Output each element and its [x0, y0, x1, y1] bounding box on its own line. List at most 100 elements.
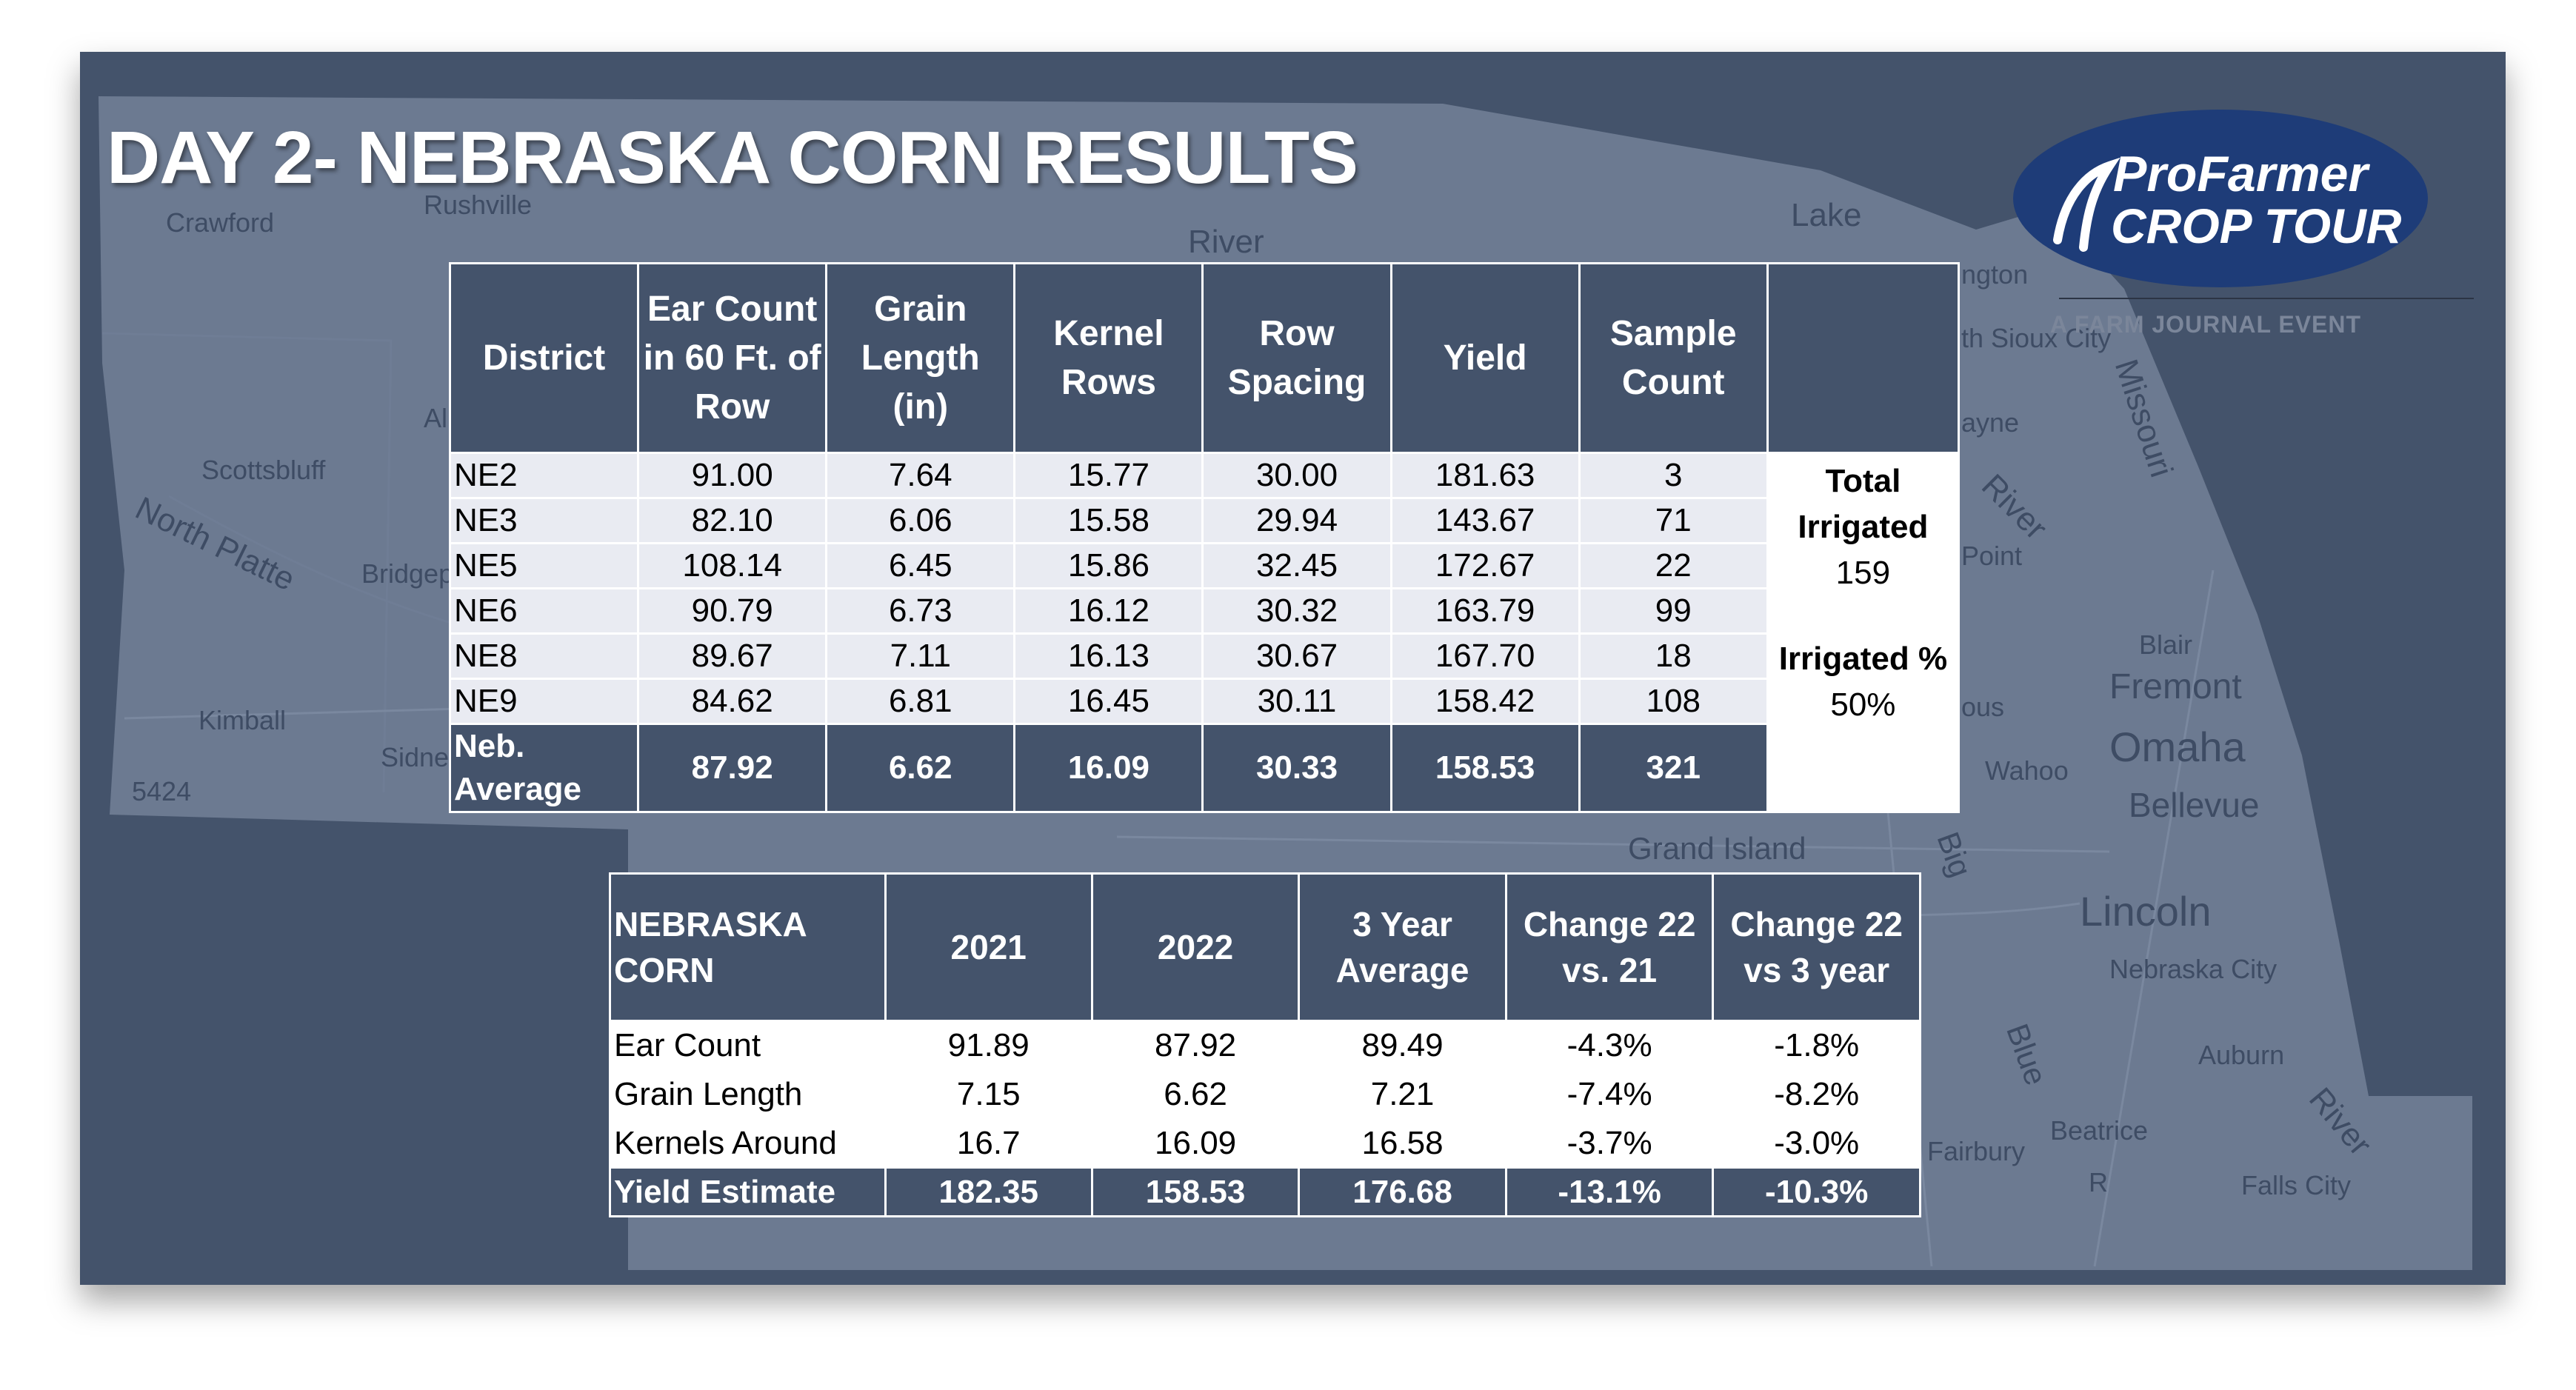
header-district: District — [448, 262, 640, 454]
header-2021: 2021 — [884, 872, 1093, 1022]
total-irrigated-label-2: Irrigated — [1798, 509, 1929, 545]
header-ear-count: Ear Count in 60 Ft. of Row — [637, 262, 828, 454]
map-label-al: Al — [424, 403, 448, 433]
cell-row-spacing: 32.45 — [1201, 542, 1392, 589]
cell-kernel-rows: 16.45 — [1013, 678, 1204, 725]
cell-metric: Grain Length — [609, 1069, 887, 1120]
map-label-omaha: Omaha — [2109, 724, 2246, 770]
map-label-sidney: Sidney — [381, 742, 463, 772]
cell-row-spacing: 29.94 — [1201, 497, 1392, 544]
map-label-lake: Lake — [1791, 197, 1862, 233]
map-label-fremont: Fremont — [2109, 667, 2242, 706]
district-header-row: District Ear Count in 60 Ft. of Row Grai… — [448, 262, 1961, 454]
cell-average-grain-length: 6.62 — [825, 723, 1016, 813]
header-change-vs-3-year: Change 22 vs 3 year — [1712, 872, 1921, 1022]
cell-3-year-average: 176.68 — [1298, 1166, 1507, 1217]
header-nebraska-corn: NEBRASKA CORN — [609, 872, 887, 1022]
table-row: Kernels Around 16.7 16.09 16.58 -3.7% -3… — [609, 1117, 1921, 1169]
logo-tagline: A FARM JOURNAL EVENT — [2050, 311, 2362, 338]
map-label-crawford: Crawford — [166, 207, 275, 238]
header-2022: 2022 — [1090, 872, 1301, 1022]
map-label-fairbury: Fairbury — [1927, 1136, 2026, 1166]
cell-sample-count: 18 — [1578, 632, 1769, 680]
district-table: District Ear Count in 60 Ft. of Row Grai… — [448, 262, 1961, 813]
header-kernel-rows: Kernel Rows — [1013, 262, 1204, 454]
cell-yield: 163.79 — [1389, 587, 1581, 635]
average-row: Neb. Average 87.92 6.62 16.09 30.33 158.… — [448, 723, 1959, 813]
table-row: NE6 90.79 6.73 16.12 30.32 163.79 99 — [448, 587, 1959, 635]
header-row-spacing: Row Spacing — [1201, 262, 1392, 454]
cell-grain-length: 6.81 — [825, 678, 1016, 725]
header-grain-length: Grain Length (in) — [825, 262, 1016, 454]
cell-kernel-rows: 16.12 — [1013, 587, 1204, 635]
cell-ear-count: 91.00 — [637, 452, 828, 499]
total-irrigated-value: 159 — [1835, 555, 1891, 591]
cell-2021: 91.89 — [884, 1020, 1093, 1071]
cell-ear-count: 82.10 — [637, 497, 828, 544]
cell-change-vs-21: -7.4% — [1504, 1069, 1715, 1120]
map-label-scottsbluff: Scottsbluff — [201, 455, 326, 485]
map-label-auburn: Auburn — [2198, 1040, 2285, 1070]
cell-district: NE6 — [448, 587, 640, 635]
cell-2021: 7.15 — [884, 1069, 1093, 1120]
cell-sample-count: 3 — [1578, 452, 1769, 499]
cell-grain-length: 6.06 — [825, 497, 1016, 544]
cell-2022: 16.09 — [1090, 1117, 1301, 1169]
yield-estimate-row: Yield Estimate 182.35 158.53 176.68 -13.… — [609, 1166, 1921, 1217]
cell-kernel-rows: 16.13 — [1013, 632, 1204, 680]
map-label-grand-island: Grand Island — [1628, 831, 1806, 866]
map-label-falls-city: Falls City — [2241, 1170, 2352, 1200]
logo-line2: CROP TOUR — [2111, 198, 2402, 253]
cell-kernel-rows: 15.86 — [1013, 542, 1204, 589]
cell-change-vs-21: -3.7% — [1504, 1117, 1715, 1169]
summary-header-row: NEBRASKA CORN 2021 2022 3 Year Average C… — [609, 872, 1921, 1022]
cell-district: NE3 — [448, 497, 640, 544]
table-row: NE5 108.14 6.45 15.86 32.45 172.67 22 — [448, 542, 1959, 589]
cell-grain-length: 7.11 — [825, 632, 1016, 680]
cell-change-vs-3-year: -10.3% — [1712, 1166, 1921, 1217]
map-label-rushville: Rushville — [424, 190, 533, 220]
map-label-beatrice: Beatrice — [2050, 1115, 2149, 1146]
logo-rule — [2059, 298, 2474, 299]
cell-metric: Kernels Around — [609, 1117, 887, 1169]
cell-ear-count: 84.62 — [637, 678, 828, 725]
cell-average-ear-count: 87.92 — [637, 723, 828, 813]
header-sample-count: Sample Count — [1578, 262, 1769, 454]
table-row: Ear Count 91.89 87.92 89.49 -4.3% -1.8% — [609, 1020, 1921, 1071]
header-blank — [1766, 262, 1961, 454]
cell-yield: 181.63 — [1389, 452, 1581, 499]
header-3-year-average: 3 Year Average — [1298, 872, 1507, 1022]
cell-sample-count: 99 — [1578, 587, 1769, 635]
cell-district: NE2 — [448, 452, 640, 499]
cell-grain-length: 6.45 — [825, 542, 1016, 589]
cell-kernel-rows: 15.77 — [1013, 452, 1204, 499]
cell-average-kernel-rows: 16.09 — [1013, 723, 1204, 813]
cell-2022: 158.53 — [1090, 1166, 1301, 1217]
map-label-ous: ous — [1961, 692, 2005, 722]
map-label-blair: Blair — [2139, 629, 2193, 660]
cell-change-vs-21: -4.3% — [1504, 1020, 1715, 1071]
cell-3-year-average: 7.21 — [1298, 1069, 1507, 1120]
cell-2021: 16.7 — [884, 1117, 1093, 1169]
cell-grain-length: 7.64 — [825, 452, 1016, 499]
sprout-icon — [2053, 157, 2120, 252]
cell-row-spacing: 30.32 — [1201, 587, 1392, 635]
total-irrigated-label-1: Total — [1825, 463, 1901, 499]
map-label-river-1: River — [1188, 224, 1264, 260]
map-label-ngton: ngton — [1961, 259, 2029, 290]
map-label-r: R — [2089, 1167, 2108, 1197]
cell-yield: 172.67 — [1389, 542, 1581, 589]
table-row: Grain Length 7.15 6.62 7.21 -7.4% -8.2% — [609, 1069, 1921, 1120]
table-row: NE9 84.62 6.81 16.45 30.11 158.42 108 — [448, 678, 1959, 725]
cell-district: NE8 — [448, 632, 640, 680]
cell-yield: 143.67 — [1389, 497, 1581, 544]
cell-metric: Ear Count — [609, 1020, 887, 1071]
cell-row-spacing: 30.00 — [1201, 452, 1392, 499]
cell-yield: 167.70 — [1389, 632, 1581, 680]
logo-line1: ProFarmer — [2113, 146, 2370, 202]
cell-change-vs-3-year: -1.8% — [1712, 1020, 1921, 1071]
cell-average-row-spacing: 30.33 — [1201, 723, 1392, 813]
summary-table: NEBRASKA CORN 2021 2022 3 Year Average C… — [609, 872, 1921, 1217]
cell-metric: Yield Estimate — [609, 1166, 887, 1217]
map-label-ayne: ayne — [1961, 407, 2020, 438]
